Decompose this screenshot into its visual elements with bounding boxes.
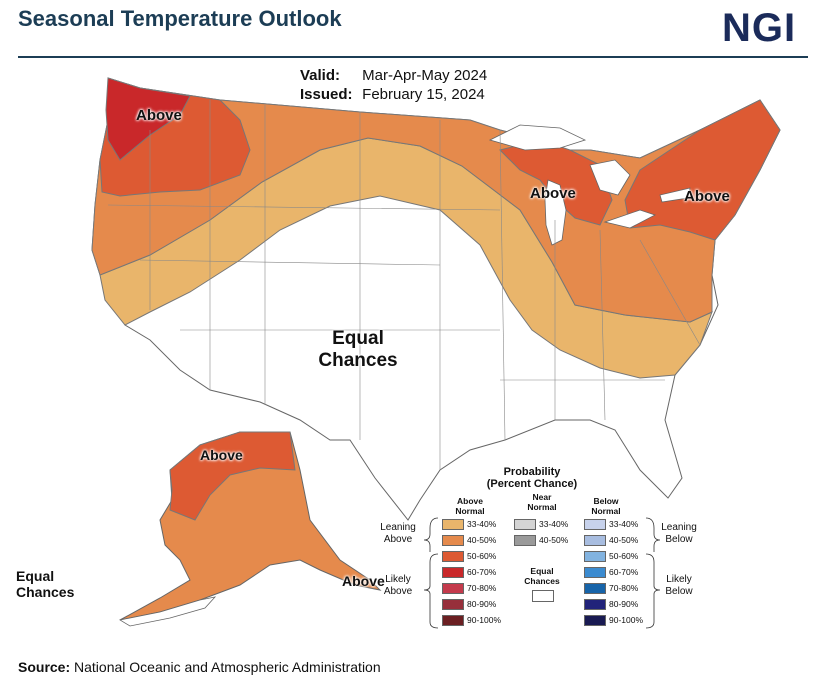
below-head-2: Normal	[591, 506, 621, 516]
legend-title-line1: Probability	[503, 466, 561, 478]
above-swatch-label-5: 70-80%	[467, 583, 497, 593]
near-head-2: Normal	[527, 502, 557, 512]
legend-equal-1: Equal	[530, 566, 554, 576]
leaning-below-1: Leaning	[661, 522, 697, 533]
below-swatch-label-7: 90-100%	[609, 615, 644, 625]
alaska-above-50-60	[169, 431, 296, 521]
lake-ontario	[659, 187, 691, 203]
likely-above-1: Likely	[385, 574, 411, 585]
legend-equal-2: Chances	[524, 576, 560, 586]
above-normal-head: Above Normal	[448, 496, 492, 516]
label-above-alaska-north: Above	[200, 447, 243, 463]
above-swatch-label-1: 33-40%	[467, 519, 497, 529]
likely-below-1: Likely	[666, 574, 692, 585]
page-title: Seasonal Temperature Outlook	[18, 6, 342, 31]
below-swatch-6	[584, 599, 606, 610]
leaning-below-2: Below	[665, 534, 693, 545]
above-swatch-label-7: 90-100%	[467, 615, 502, 625]
label-above-northeast: Above	[684, 188, 730, 205]
label-equal-chances-alaska: Equal Chances	[16, 568, 74, 600]
lake-erie	[603, 209, 657, 229]
valid-value: Mar-Apr-May 2024	[362, 67, 488, 84]
label-above-alaska-south: Above	[342, 573, 385, 589]
source-line: Source: National Oceanic and Atmospheric…	[18, 659, 381, 675]
label-equal-chances-center: Equal Chances	[318, 328, 398, 372]
legend-title: Probability (Percent Chance)	[477, 466, 587, 490]
legend-brackets	[423, 517, 661, 629]
issued-label: Issued:	[300, 86, 353, 103]
below-normal-head: Below Normal	[584, 496, 628, 516]
likely-below-label: Likely Below	[656, 574, 702, 598]
below-swatch-label-1: 33-40%	[609, 519, 639, 529]
lake-huron	[589, 159, 631, 196]
below-swatch-label-5: 70-80%	[609, 583, 639, 593]
above-head-1: Above	[457, 496, 483, 506]
label-equal-line2: Chances	[318, 350, 398, 371]
above-swatch-3	[442, 551, 464, 562]
below-swatch-label-4: 60-70%	[609, 567, 639, 577]
below-head-1: Below	[593, 496, 619, 506]
source-text: National Oceanic and Atmospheric Adminis…	[74, 659, 381, 675]
source-label: Source:	[18, 659, 71, 675]
above-swatch-5	[442, 583, 464, 594]
legend-title-line2: (Percent Chance)	[486, 478, 578, 490]
label-alaska-ec-line2: Chances	[16, 584, 75, 600]
likely-above-2: Above	[383, 586, 413, 597]
near-head-1: Near	[532, 492, 552, 502]
title-divider	[18, 56, 808, 58]
leaning-above-2: Above	[383, 534, 413, 545]
region-above-50-60-ne	[624, 99, 781, 241]
near-swatch-label-1: 33-40%	[539, 519, 569, 529]
state-lines	[107, 100, 701, 470]
below-swatch-2	[584, 535, 606, 546]
above-swatch-label-2: 40-50%	[467, 535, 497, 545]
below-swatch-4	[584, 567, 606, 578]
below-swatch-1	[584, 519, 606, 530]
below-swatch-label-2: 40-50%	[609, 535, 639, 545]
above-head-2: Normal	[455, 506, 485, 516]
below-swatch-label-6: 80-90%	[609, 599, 639, 609]
ngi-logo: NGI	[722, 6, 797, 50]
legend-equal-chances-swatch	[532, 590, 554, 602]
below-swatch-7	[584, 615, 606, 626]
lake-michigan	[544, 179, 567, 246]
likely-above-label: Likely Above	[376, 574, 420, 598]
near-normal-head: Near Normal	[520, 492, 564, 512]
probability-legend: Probability (Percent Chance) Above Norma…	[372, 462, 712, 638]
label-above-northwest: Above	[136, 107, 182, 124]
above-swatch-label-4: 60-70%	[467, 567, 497, 577]
leaning-above-1: Leaning	[380, 522, 416, 533]
above-swatch-label-6: 80-90%	[467, 599, 497, 609]
above-swatch-2	[442, 535, 464, 546]
near-swatch-label-2: 40-50%	[539, 535, 569, 545]
above-swatch-label-3: 50-60%	[467, 551, 497, 561]
leaning-above-label: Leaning Above	[376, 522, 420, 546]
likely-below-2: Below	[665, 586, 693, 597]
below-swatch-5	[584, 583, 606, 594]
issued-value: February 15, 2024	[362, 86, 485, 103]
label-above-great-lakes: Above	[530, 185, 576, 202]
above-swatch-4	[442, 567, 464, 578]
alaska-ec	[118, 596, 217, 627]
below-swatch-label-3: 50-60%	[609, 551, 639, 561]
lake-superior	[488, 124, 587, 151]
below-swatch-3	[584, 551, 606, 562]
label-alaska-ec-line1: Equal	[16, 568, 55, 584]
leaning-below-label: Leaning Below	[656, 522, 702, 546]
legend-equal-chances-label: Equal Chances	[522, 566, 562, 586]
above-swatch-7	[442, 615, 464, 626]
valid-label: Valid:	[300, 67, 341, 84]
above-swatch-6	[442, 599, 464, 610]
near-swatch-2	[514, 535, 536, 546]
validity-block: Valid: Mar-Apr-May 2024 Issued: February…	[300, 66, 487, 104]
above-swatch-1	[442, 519, 464, 530]
label-equal-line1: Equal	[332, 328, 384, 349]
near-swatch-1	[514, 519, 536, 530]
